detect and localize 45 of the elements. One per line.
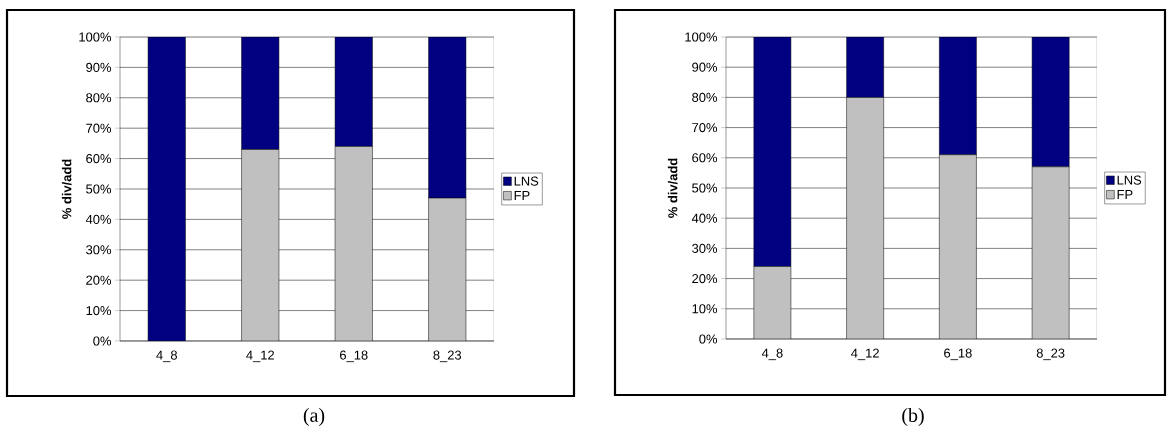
- x-tick-label: 4_8: [761, 348, 783, 361]
- y-axis-title: % div/add: [61, 159, 72, 219]
- bar: [241, 36, 280, 150]
- y-tick-label: 40%: [691, 213, 718, 223]
- y-tick-label: 0%: [699, 334, 718, 344]
- bar: [428, 36, 467, 199]
- y-tick-label: 80%: [692, 92, 718, 102]
- y-tick-label: 90%: [86, 62, 112, 72]
- text: (a): [303, 407, 325, 427]
- y-tick-label: 20%: [692, 274, 718, 284]
- y-tick-label: 60%: [86, 154, 112, 164]
- legend-label: LNS: [1117, 175, 1142, 185]
- y-tick-label: 80%: [86, 93, 112, 103]
- y-tick-label: 0%: [93, 336, 112, 346]
- y-tick-label: 50%: [86, 184, 112, 194]
- y-tick-label: 70%: [86, 123, 112, 133]
- x-tick-label: 6_18: [944, 348, 972, 361]
- x-tick-label: 4_12: [246, 350, 274, 363]
- x-tick-label: 4_8: [156, 350, 177, 363]
- y-axis-title: % div/add: [667, 158, 678, 218]
- y-tick-label: 100%: [685, 32, 718, 42]
- bar: [334, 36, 373, 147]
- x-tick-label: 8_23: [433, 350, 462, 363]
- legend-label: LNS: [514, 176, 539, 186]
- y-tick-label: 90%: [692, 62, 718, 72]
- y-tick-label: 20%: [86, 275, 112, 285]
- y-tick-label: 10%: [692, 304, 718, 314]
- x-tick-label: 8_23: [1036, 348, 1065, 361]
- bar: [334, 146, 373, 341]
- bar: [241, 149, 280, 341]
- y-tick-label: 10%: [86, 306, 112, 316]
- bar: [428, 197, 467, 341]
- legend-label: FP: [514, 191, 530, 200]
- y-tick-label: 100%: [79, 32, 112, 42]
- y-tick-label: 30%: [692, 243, 718, 253]
- y-tick-label: 30%: [86, 245, 112, 255]
- bar: [147, 36, 186, 341]
- y-tick-label: 40%: [85, 214, 112, 224]
- legend-label: FP: [1117, 190, 1133, 199]
- y-tick-label: 60%: [692, 153, 718, 163]
- y-tick-label: 50%: [692, 183, 718, 193]
- x-tick-label: 6_18: [340, 350, 368, 363]
- text: (b): [902, 407, 924, 427]
- y-tick-label: 70%: [692, 123, 718, 133]
- x-tick-label: 4_12: [851, 348, 879, 361]
